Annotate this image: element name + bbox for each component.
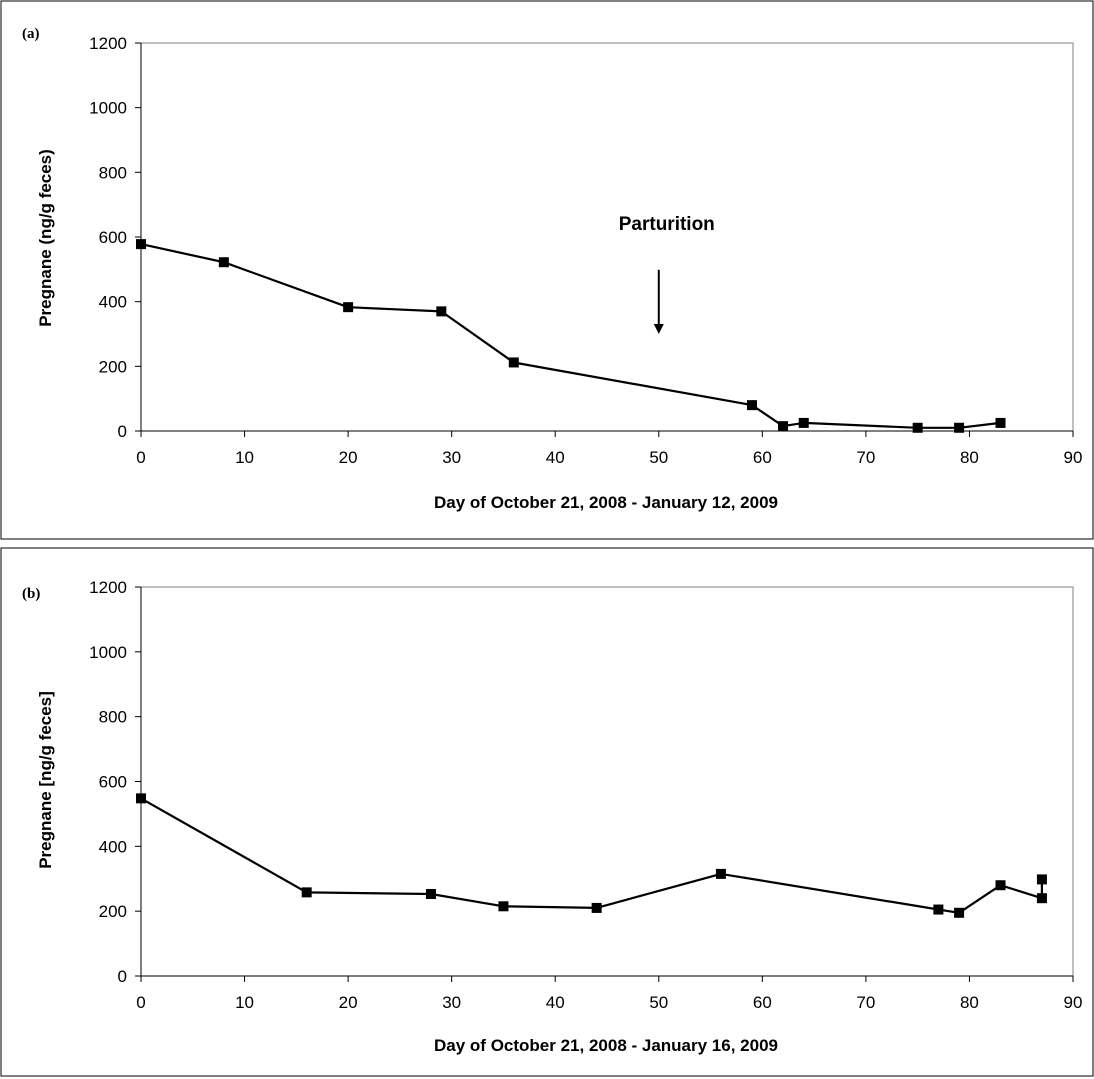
panel-b-data-point xyxy=(933,904,944,915)
panel-a-series-line xyxy=(140,243,1001,429)
panel-b-x-tick-label: 90 xyxy=(1064,993,1083,1012)
panel-a-ylabel: Pregnane (ng/g feces) xyxy=(36,149,55,327)
panel-b-data-point xyxy=(301,887,312,898)
panel-a-y-tick-label: 0 xyxy=(118,422,127,441)
panel-b-data-point xyxy=(715,868,726,879)
panel-b-x-tick-label: 10 xyxy=(235,993,254,1012)
panel-b-data-point xyxy=(136,793,146,804)
panel-a-y-tick-label: 1000 xyxy=(89,99,127,118)
panel-a-data-point xyxy=(798,417,809,428)
panel-a-xlabel: Day of October 21, 2008 - January 12, 20… xyxy=(434,493,778,512)
panel-b-x-tick-label: 80 xyxy=(960,993,979,1012)
panel-a-x-tick-label: 80 xyxy=(960,448,979,467)
panel-a-x-tick-label: 30 xyxy=(442,448,461,467)
panel-a-label: (a) xyxy=(22,26,40,42)
panel-b-data-point xyxy=(1036,893,1047,904)
panel-b-data-point xyxy=(1036,874,1047,885)
panel-b-plot: 0 200 400 600 800 1000 1200 0 10 20 30 40 50 60 70 80 90 xyxy=(89,578,1082,1012)
panel-b-data-point xyxy=(498,901,509,912)
panel-b-x-tick-label: 30 xyxy=(442,993,461,1012)
panel-b-data-point xyxy=(591,902,602,913)
panel-b-series-line xyxy=(140,797,1044,914)
panel-a-x-tick-label: 90 xyxy=(1064,448,1083,467)
panel-a-y-tick-label: 1200 xyxy=(89,34,127,53)
panel-a-frame xyxy=(0,0,1094,540)
panel-a-x-tick-label: 0 xyxy=(136,448,145,467)
panel-a-annotation-arrow-head xyxy=(653,324,664,334)
panel-b-frame xyxy=(0,547,1094,1077)
panel-a-plot-area xyxy=(140,42,1074,432)
panel-b-y-tick-label: 600 xyxy=(99,773,127,792)
panel-a-y-tick-label: 600 xyxy=(99,228,127,247)
panel-a-data-point xyxy=(436,306,447,317)
panel-b-y-tick-label: 400 xyxy=(99,837,127,856)
panel-a-data-point xyxy=(995,417,1006,428)
panel-a-data-point xyxy=(508,357,519,368)
panel-a-x-tick-label: 70 xyxy=(856,448,875,467)
panel-a-data-point xyxy=(778,421,789,432)
panel-b-y-tick-label: 800 xyxy=(99,708,127,727)
panel-a-x-tick-label: 40 xyxy=(546,448,565,467)
panel-b-label: (b) xyxy=(22,586,40,602)
panel-a-data-point xyxy=(343,302,354,313)
panel-a-plot: 0 200 400 600 800 1000 1200 0 10 20 30 40 50 60 70 80 90… xyxy=(89,34,1082,467)
panel-a-data-point xyxy=(136,239,146,250)
panel-b-ylabel: Pregnane [ng/g feces] xyxy=(36,691,55,869)
panel-a-data-point xyxy=(954,422,965,433)
panel-b: (b) 0 200 400 600 800 1000 1200 0 10 20 30 40 50 60 70… xyxy=(0,547,1094,1077)
panel-a-data-point xyxy=(912,422,923,433)
panel-a-x-tick-label: 10 xyxy=(235,448,254,467)
panel-a-y-tick-label: 400 xyxy=(99,293,127,312)
panel-b-x-tick-label: 60 xyxy=(753,993,772,1012)
panel-b-data-point xyxy=(954,907,965,918)
panel-b-data-point xyxy=(995,880,1006,891)
panel-b-x-tick-label: 0 xyxy=(136,993,145,1012)
panel-b-x-tick-label: 40 xyxy=(546,993,565,1012)
panel-b-plot-area xyxy=(140,586,1074,977)
panel-a-annotation-text: Parturition xyxy=(619,214,715,235)
panel-a-x-tick-label: 20 xyxy=(339,448,358,467)
panel-b-y-tick-label: 1200 xyxy=(89,578,127,597)
panel-a-x-tick-label: 50 xyxy=(649,448,668,467)
panel-b-data-point xyxy=(425,888,436,899)
panel-b-y-tick-label: 1000 xyxy=(89,643,127,662)
panel-b-x-tick-label: 20 xyxy=(339,993,358,1012)
panel-a-y-tick-label: 800 xyxy=(99,163,127,182)
panel-b-x-tick-label: 50 xyxy=(649,993,668,1012)
panel-a: (a) 0 200 400 600 800 1000 1200 0 10 20 30 40 50 60 70… xyxy=(0,0,1094,540)
panel-a-data-point xyxy=(218,257,229,268)
panel-b-xlabel: Day of October 21, 2008 - January 16, 20… xyxy=(434,1036,778,1055)
panel-a-data-point xyxy=(746,400,757,411)
panel-b-y-tick-label: 200 xyxy=(99,902,127,921)
panel-a-y-tick-label: 200 xyxy=(99,357,127,376)
panel-a-x-tick-label: 60 xyxy=(753,448,772,467)
panel-b-y-tick-label: 0 xyxy=(118,967,127,986)
panel-b-x-tick-label: 70 xyxy=(856,993,875,1012)
